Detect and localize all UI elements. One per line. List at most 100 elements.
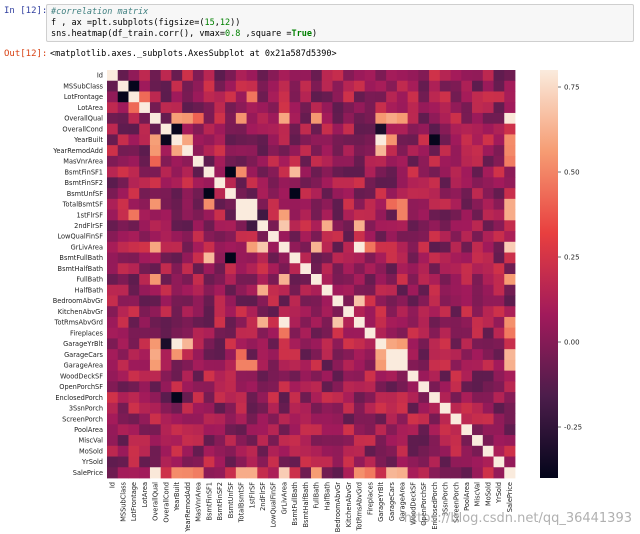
heatmap-cell (418, 166, 430, 178)
heatmap-cell (117, 209, 129, 221)
heatmap-cell (128, 295, 140, 307)
heatmap-cell (300, 392, 312, 404)
heatmap-cell (149, 263, 162, 275)
heatmap-cell (311, 402, 323, 414)
y-tick-label: YrSold (81, 458, 103, 466)
heatmap-cell (461, 145, 473, 157)
heatmap-cell (139, 284, 151, 296)
heatmap-cell (439, 370, 451, 382)
heatmap-cell (332, 338, 344, 350)
heatmap-cell (472, 231, 484, 243)
heatmap-cell (364, 209, 376, 221)
heatmap-cell (482, 359, 494, 372)
heatmap-cell (171, 424, 183, 436)
heatmap-cell (396, 252, 409, 264)
heatmap-cell (332, 295, 344, 307)
heatmap-cell (117, 413, 129, 425)
heatmap-cell (139, 231, 151, 243)
heatmap-cell (386, 295, 398, 307)
heatmap-cell (386, 435, 398, 447)
heatmap-cell (353, 338, 366, 350)
heatmap-cell (246, 338, 258, 350)
code-editor[interactable]: #correlation matrix f , ax =plt.subplots… (46, 4, 634, 42)
heatmap-cell (300, 467, 312, 479)
y-tick-label: HalfBath (75, 286, 103, 294)
heatmap-cell (289, 338, 301, 350)
heatmap-cell (149, 134, 162, 146)
heatmap-cell (407, 220, 419, 232)
heatmap-cell (278, 188, 290, 200)
heatmap-cell (182, 145, 194, 157)
heatmap-cell (225, 392, 237, 404)
heatmap-cell (450, 316, 462, 329)
heatmap-cell (214, 241, 226, 253)
heatmap-cell (364, 370, 376, 382)
heatmap-cell (225, 284, 237, 296)
heatmap-cell (439, 274, 451, 286)
heatmap-cell (482, 209, 494, 221)
heatmap-cell (268, 327, 280, 339)
heatmap-cell (171, 467, 183, 479)
heatmap-cell (235, 274, 247, 286)
heatmap-cell (149, 209, 162, 221)
y-tick-label: MasVnrArea (63, 158, 103, 166)
heatmap-cell (482, 231, 494, 243)
heatmap-cell (450, 424, 462, 436)
heatmap-cell (203, 370, 215, 382)
heatmap-cell (461, 370, 473, 382)
heatmap-cell (375, 252, 387, 264)
heatmap-cell (375, 91, 387, 103)
heatmap-cell (396, 359, 409, 372)
heatmap-cell (139, 188, 151, 200)
heatmap-cell (203, 274, 215, 286)
heatmap-cell (182, 295, 194, 307)
heatmap-cell (107, 338, 119, 350)
heatmap-cell (268, 80, 280, 92)
heatmap-cell (107, 413, 119, 425)
heatmap-cell (235, 112, 247, 125)
heatmap-cell (128, 306, 140, 318)
heatmap-cell (139, 338, 151, 350)
heatmap-cell (107, 198, 119, 210)
heatmap-cell (343, 392, 355, 404)
heatmap-cell (139, 70, 151, 82)
heatmap-cell (139, 435, 151, 447)
heatmap-cell (171, 252, 183, 264)
heatmap-cell (450, 349, 462, 361)
heatmap-cell (182, 467, 194, 479)
heatmap-cell (386, 252, 398, 264)
heatmap-cell (321, 188, 333, 200)
heatmap-cell (353, 467, 366, 479)
heatmap-cell (160, 123, 172, 135)
heatmap-cell (149, 102, 162, 114)
heatmap-cell (117, 306, 129, 318)
x-tick-label: GarageArea (399, 482, 407, 521)
heatmap-cell (139, 424, 151, 436)
heatmap-cell (353, 188, 366, 200)
heatmap-cell (472, 198, 484, 210)
y-tick-label: TotalBsmtSF (62, 201, 104, 209)
heatmap-cell (214, 145, 226, 157)
heatmap-cell (439, 381, 451, 393)
heatmap-cell (160, 155, 172, 168)
heatmap-cell (375, 112, 387, 125)
heatmap-cell (504, 252, 516, 264)
heatmap-cell (472, 263, 484, 275)
heatmap-cell (160, 402, 172, 414)
heatmap-cell (225, 80, 237, 92)
heatmap-cell (289, 349, 301, 361)
heatmap-cell (160, 198, 172, 210)
heatmap-cell (235, 467, 247, 479)
y-tick-label: BedroomAbvGr (53, 297, 104, 305)
heatmap-cell (321, 252, 333, 264)
heatmap-cell (504, 306, 516, 318)
heatmap-cell (139, 370, 151, 382)
input-prompt: In [12]: (4, 6, 48, 16)
x-tick-label: MiscVal (474, 482, 482, 507)
heatmap-cell (139, 177, 151, 189)
heatmap-cell (203, 91, 215, 103)
heatmap-cell (235, 413, 247, 425)
heatmap-cell (149, 316, 162, 329)
heatmap-cell (461, 209, 473, 221)
heatmap-cell (289, 145, 301, 157)
